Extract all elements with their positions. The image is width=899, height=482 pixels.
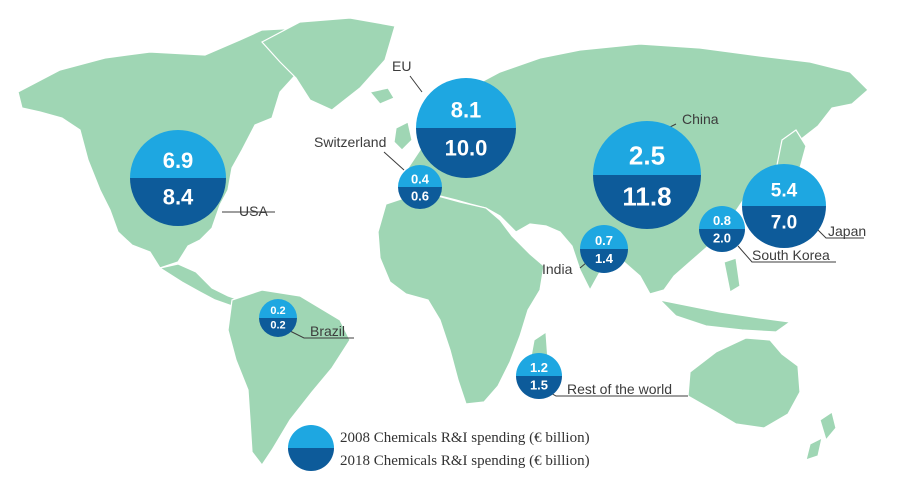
brazil-bubble-2008-half: [259, 299, 297, 318]
legend-label-2008: 2008 Chemicals R&I spending (€ billion): [340, 430, 590, 446]
south-korea-label: South Korea: [752, 247, 830, 263]
southeast-asia-islands: [658, 299, 792, 333]
japan-bubble-2008-half: [742, 164, 826, 206]
china-label: China: [682, 111, 719, 127]
switzerland-value-2018: 0.6: [411, 188, 429, 203]
usa-bubble-2018-half: [130, 178, 226, 226]
rest-of-world-bubble-2018-half: [516, 376, 562, 399]
usa-bubble: 6.98.4: [130, 130, 226, 226]
south-america-landmass: [227, 289, 351, 467]
usa-label: USA: [239, 203, 268, 219]
eu-value-2008: 8.1: [451, 98, 482, 123]
brazil-value-2018: 0.2: [270, 320, 285, 332]
legend-icon-2018: [288, 448, 334, 471]
switzerland-value-2008: 0.4: [411, 172, 430, 187]
uk-landmass: [393, 121, 413, 151]
legend-label-2018: 2018 Chemicals R&I spending (€ billion): [340, 453, 590, 469]
greenland-landmass: [261, 17, 396, 111]
switzerland-bubble: 0.40.6: [398, 165, 442, 209]
africa-landmass: [377, 195, 545, 405]
eu-bubble-2018-half: [416, 128, 516, 178]
switzerland-label: Switzerland: [314, 134, 386, 150]
china-bubble: 2.5 11.8: [593, 121, 701, 229]
china-bubble-2018-half: [593, 175, 701, 229]
brazil-leader: [287, 329, 354, 339]
region-labels: USA EU Switzerland China Japan South Kor…: [239, 58, 866, 397]
india-bubble: 0.71.4: [580, 225, 628, 273]
india-bubble-2018-half: [580, 249, 628, 273]
brazil-bubble-2018-half: [259, 318, 297, 337]
south-korea-bubble: 0.82.0: [699, 206, 745, 252]
india-value-2018: 1.4: [595, 251, 614, 266]
eu-bubble-2008-half: [416, 78, 516, 128]
japan-value-2008: 5.4: [771, 180, 798, 201]
australia-landmass: [687, 337, 801, 429]
south-korea-leader: [737, 245, 836, 263]
india-bubble-2008-half: [580, 225, 628, 249]
japan-value-2018: 7.0: [771, 212, 797, 233]
philippines-landmass: [723, 257, 741, 293]
switzerland-leader: [383, 151, 405, 171]
iceland-landmass: [368, 87, 395, 105]
japan-label: Japan: [828, 223, 866, 239]
china-value-2008: 2.5: [629, 141, 665, 171]
central-america-landmass: [158, 263, 242, 307]
south-korea-value-2018: 2.0: [713, 231, 731, 246]
new-zealand-south-landmass: [805, 436, 823, 461]
rest-of-world-label: Rest of the world: [567, 381, 672, 397]
india-value-2008: 0.7: [595, 233, 613, 248]
eu-leader: [409, 75, 423, 93]
legend-icon-2008: [288, 425, 334, 448]
china-value-2018: 11.8: [622, 182, 671, 212]
legend: 2008 Chemicals R&I spending (€ billion) …: [288, 425, 590, 471]
usa-value-2008: 6.9: [163, 148, 194, 173]
switzerland-bubble-2018-half: [398, 187, 442, 209]
brazil-value-2008: 0.2: [270, 305, 285, 317]
japan-bubble: 5.4 7.0: [742, 164, 826, 248]
eu-label: EU: [392, 58, 411, 74]
usa-bubble-2008-half: [130, 130, 226, 178]
south-korea-bubble-2008-half: [699, 206, 745, 229]
china-bubble-2008-half: [593, 121, 701, 175]
switzerland-bubble-2008-half: [398, 165, 442, 187]
south-korea-value-2008: 0.8: [713, 213, 731, 228]
eu-bubble: 8.1 10.0: [416, 78, 516, 178]
new-zealand-landmass: [819, 411, 837, 442]
south-korea-bubble-2018-half: [699, 229, 745, 252]
rest-of-world-value-2018: 1.5: [530, 378, 548, 393]
japan-bubble-2018-half: [742, 206, 826, 248]
rest-of-world-value-2008: 1.2: [530, 360, 548, 375]
rest-of-world-bubble-2008-half: [516, 353, 562, 376]
usa-value-2018: 8.4: [163, 185, 194, 210]
bubbles: 6.98.48.110.00.40.62.511.8 5.47.00.82.00.…: [130, 78, 826, 399]
eu-value-2018: 10.0: [445, 136, 488, 161]
india-label: India: [542, 261, 573, 277]
rest-of-world-bubble: 1.21.5: [516, 353, 562, 399]
brazil-label: Brazil: [310, 323, 345, 339]
brazil-bubble: 0.20.2: [259, 299, 297, 337]
